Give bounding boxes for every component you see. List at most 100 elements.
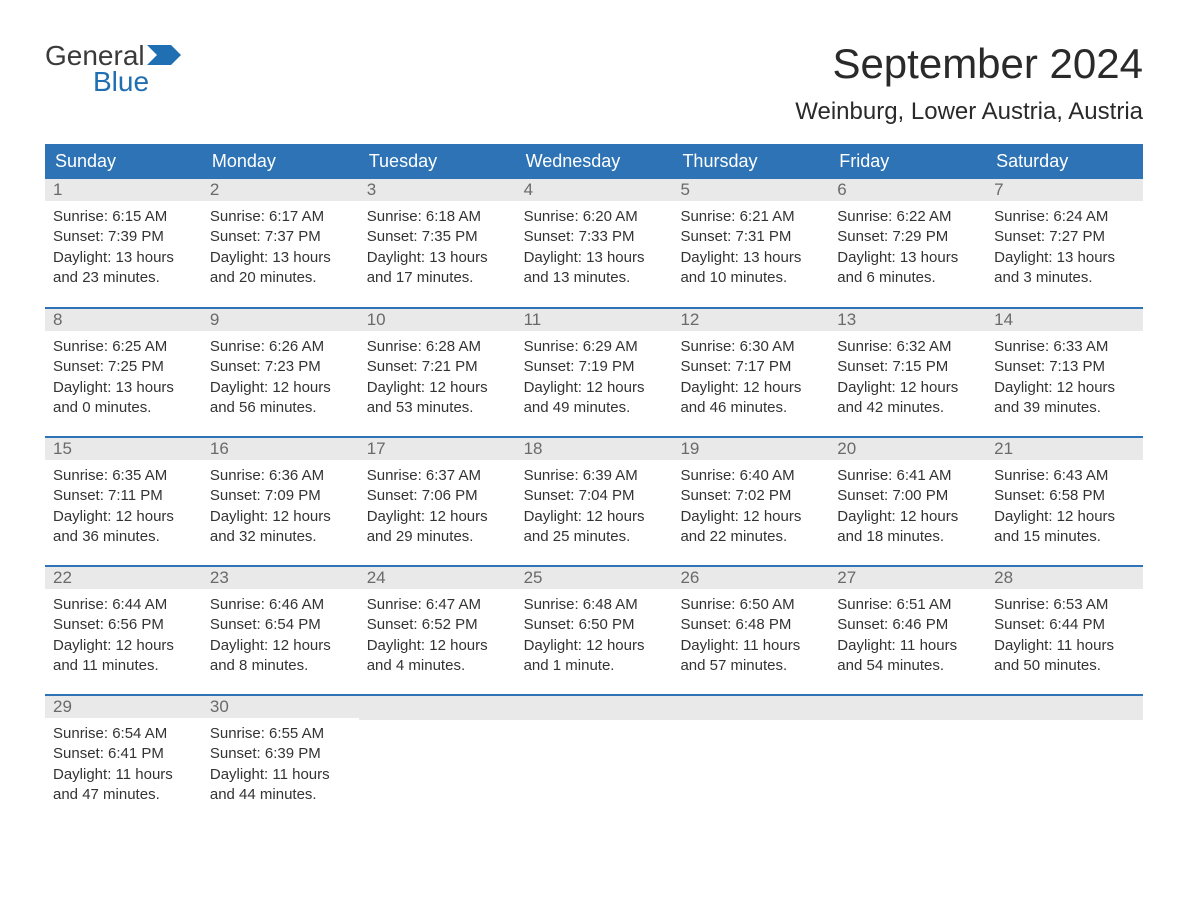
daylight-line-1: Daylight: 13 hours — [53, 378, 194, 398]
day-number: 1 — [45, 179, 202, 201]
calendar-day-cell: 2Sunrise: 6:17 AMSunset: 7:37 PMDaylight… — [202, 179, 359, 307]
sunrise-line: Sunrise: 6:48 AM — [524, 595, 665, 615]
day-number: 6 — [829, 179, 986, 201]
daylight-line-2: and 10 minutes. — [680, 268, 821, 288]
daylight-line-2: and 1 minute. — [524, 656, 665, 676]
weekday-header: Monday — [202, 144, 359, 179]
daylight-line-1: Daylight: 13 hours — [367, 248, 508, 268]
calendar-day-cell: 24Sunrise: 6:47 AMSunset: 6:52 PMDayligh… — [359, 567, 516, 694]
calendar-day-cell: 13Sunrise: 6:32 AMSunset: 7:15 PMDayligh… — [829, 309, 986, 436]
sunset-line: Sunset: 6:46 PM — [837, 615, 978, 635]
day-number: 21 — [986, 438, 1143, 460]
sunrise-line: Sunrise: 6:25 AM — [53, 337, 194, 357]
daylight-line-1: Daylight: 13 hours — [210, 248, 351, 268]
day-number: 27 — [829, 567, 986, 589]
sunrise-line: Sunrise: 6:28 AM — [367, 337, 508, 357]
daylight-line-1: Daylight: 12 hours — [210, 507, 351, 527]
day-content: Sunrise: 6:48 AMSunset: 6:50 PMDaylight:… — [516, 589, 673, 694]
daylight-line-2: and 47 minutes. — [53, 785, 194, 805]
daylight-line-1: Daylight: 12 hours — [367, 636, 508, 656]
sunrise-line: Sunrise: 6:33 AM — [994, 337, 1135, 357]
day-number: 13 — [829, 309, 986, 331]
day-content — [829, 720, 986, 810]
daylight-line-2: and 44 minutes. — [210, 785, 351, 805]
sunset-line: Sunset: 7:04 PM — [524, 486, 665, 506]
sunrise-line: Sunrise: 6:29 AM — [524, 337, 665, 357]
calendar-day-cell: 11Sunrise: 6:29 AMSunset: 7:19 PMDayligh… — [516, 309, 673, 436]
day-number: 28 — [986, 567, 1143, 589]
sunset-line: Sunset: 7:17 PM — [680, 357, 821, 377]
daylight-line-2: and 32 minutes. — [210, 527, 351, 547]
calendar-day-cell: 15Sunrise: 6:35 AMSunset: 7:11 PMDayligh… — [45, 438, 202, 565]
title-block: September 2024 Weinburg, Lower Austria, … — [795, 40, 1143, 126]
daylight-line-1: Daylight: 12 hours — [680, 378, 821, 398]
day-number: 18 — [516, 438, 673, 460]
sunset-line: Sunset: 7:31 PM — [680, 227, 821, 247]
day-number: 8 — [45, 309, 202, 331]
sunset-line: Sunset: 7:09 PM — [210, 486, 351, 506]
calendar-day-cell: 23Sunrise: 6:46 AMSunset: 6:54 PMDayligh… — [202, 567, 359, 694]
sunset-line: Sunset: 7:27 PM — [994, 227, 1135, 247]
day-number: 16 — [202, 438, 359, 460]
day-content: Sunrise: 6:32 AMSunset: 7:15 PMDaylight:… — [829, 331, 986, 436]
sunset-line: Sunset: 6:52 PM — [367, 615, 508, 635]
sunrise-line: Sunrise: 6:54 AM — [53, 724, 194, 744]
weekday-header: Thursday — [672, 144, 829, 179]
day-content: Sunrise: 6:39 AMSunset: 7:04 PMDaylight:… — [516, 460, 673, 565]
calendar-day-cell: 3Sunrise: 6:18 AMSunset: 7:35 PMDaylight… — [359, 179, 516, 307]
sunset-line: Sunset: 7:39 PM — [53, 227, 194, 247]
sunset-line: Sunset: 7:33 PM — [524, 227, 665, 247]
day-number — [516, 696, 673, 720]
daylight-line-2: and 15 minutes. — [994, 527, 1135, 547]
calendar-day-cell: 26Sunrise: 6:50 AMSunset: 6:48 PMDayligh… — [672, 567, 829, 694]
day-content: Sunrise: 6:54 AMSunset: 6:41 PMDaylight:… — [45, 718, 202, 823]
daylight-line-2: and 6 minutes. — [837, 268, 978, 288]
daylight-line-1: Daylight: 12 hours — [210, 636, 351, 656]
daylight-line-1: Daylight: 13 hours — [994, 248, 1135, 268]
calendar-day-cell: 1Sunrise: 6:15 AMSunset: 7:39 PMDaylight… — [45, 179, 202, 307]
day-number: 22 — [45, 567, 202, 589]
calendar-week: 22Sunrise: 6:44 AMSunset: 6:56 PMDayligh… — [45, 565, 1143, 694]
sunset-line: Sunset: 6:54 PM — [210, 615, 351, 635]
day-content: Sunrise: 6:36 AMSunset: 7:09 PMDaylight:… — [202, 460, 359, 565]
daylight-line-2: and 36 minutes. — [53, 527, 194, 547]
day-number: 9 — [202, 309, 359, 331]
sunrise-line: Sunrise: 6:44 AM — [53, 595, 194, 615]
sunrise-line: Sunrise: 6:18 AM — [367, 207, 508, 227]
day-content: Sunrise: 6:26 AMSunset: 7:23 PMDaylight:… — [202, 331, 359, 436]
daylight-line-1: Daylight: 13 hours — [53, 248, 194, 268]
calendar-grid: SundayMondayTuesdayWednesdayThursdayFrid… — [45, 144, 1143, 823]
sunrise-line: Sunrise: 6:32 AM — [837, 337, 978, 357]
sunset-line: Sunset: 7:37 PM — [210, 227, 351, 247]
weekday-header: Sunday — [45, 144, 202, 179]
day-content: Sunrise: 6:46 AMSunset: 6:54 PMDaylight:… — [202, 589, 359, 694]
sunrise-line: Sunrise: 6:43 AM — [994, 466, 1135, 486]
day-number: 10 — [359, 309, 516, 331]
sunrise-line: Sunrise: 6:55 AM — [210, 724, 351, 744]
daylight-line-1: Daylight: 11 hours — [53, 765, 194, 785]
day-number — [672, 696, 829, 720]
daylight-line-1: Daylight: 12 hours — [837, 378, 978, 398]
calendar-day-cell: 17Sunrise: 6:37 AMSunset: 7:06 PMDayligh… — [359, 438, 516, 565]
calendar-week: 1Sunrise: 6:15 AMSunset: 7:39 PMDaylight… — [45, 179, 1143, 307]
daylight-line-1: Daylight: 13 hours — [837, 248, 978, 268]
day-content — [516, 720, 673, 810]
calendar-day-cell — [672, 696, 829, 823]
daylight-line-2: and 4 minutes. — [367, 656, 508, 676]
day-number: 25 — [516, 567, 673, 589]
sunset-line: Sunset: 7:06 PM — [367, 486, 508, 506]
daylight-line-1: Daylight: 12 hours — [53, 636, 194, 656]
daylight-line-2: and 56 minutes. — [210, 398, 351, 418]
sunset-line: Sunset: 6:44 PM — [994, 615, 1135, 635]
weekday-header-row: SundayMondayTuesdayWednesdayThursdayFrid… — [45, 144, 1143, 179]
sunrise-line: Sunrise: 6:35 AM — [53, 466, 194, 486]
day-number: 7 — [986, 179, 1143, 201]
calendar-day-cell: 6Sunrise: 6:22 AMSunset: 7:29 PMDaylight… — [829, 179, 986, 307]
sunset-line: Sunset: 7:21 PM — [367, 357, 508, 377]
calendar-day-cell: 28Sunrise: 6:53 AMSunset: 6:44 PMDayligh… — [986, 567, 1143, 694]
day-content: Sunrise: 6:21 AMSunset: 7:31 PMDaylight:… — [672, 201, 829, 306]
weekday-header: Wednesday — [516, 144, 673, 179]
daylight-line-1: Daylight: 12 hours — [837, 507, 978, 527]
day-number: 4 — [516, 179, 673, 201]
calendar-day-cell: 5Sunrise: 6:21 AMSunset: 7:31 PMDaylight… — [672, 179, 829, 307]
